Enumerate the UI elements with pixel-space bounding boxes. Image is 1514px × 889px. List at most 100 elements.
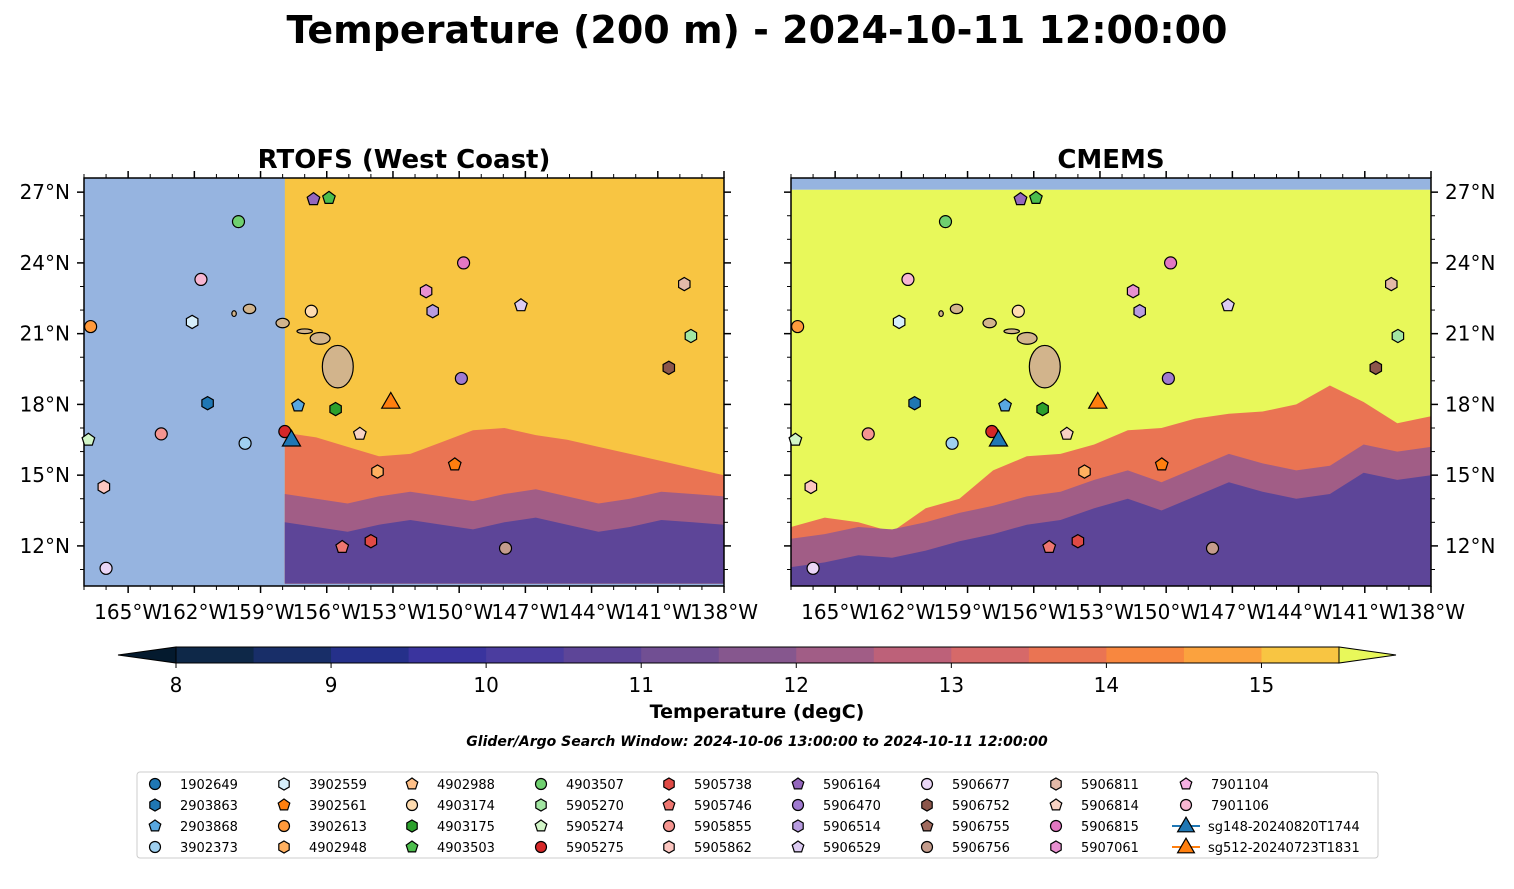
legend-marker-5905275 — [534, 840, 548, 854]
platform-marker-3902373 — [238, 436, 252, 450]
colorbar-tick-label: 12 — [784, 673, 809, 697]
legend-marker-5906164 — [791, 777, 805, 790]
legend-marker-5906470 — [791, 798, 805, 812]
x-tick-label: 153°W — [1066, 600, 1134, 624]
platform-marker-4902948 — [1078, 464, 1091, 479]
legend-marker-4902988 — [405, 777, 419, 790]
island-molokai — [1003, 328, 1021, 335]
x-tick-label: 150°W — [425, 600, 493, 624]
platform-marker-5906514 — [426, 303, 439, 319]
y-tick-label: 27°N — [1445, 180, 1495, 204]
x-tick-label: 144°W — [558, 600, 626, 624]
colorbar-swatch — [873, 647, 952, 663]
legend-marker-5906755 — [920, 819, 934, 832]
platform-marker-5905274 — [788, 432, 803, 446]
x-tick-label: 162°W — [160, 600, 228, 624]
x-tick-label: 147°W — [491, 600, 559, 624]
island-niihau — [938, 310, 944, 318]
legend-label: 5905275 — [566, 841, 624, 856]
legend-label: 5906811 — [1081, 778, 1139, 793]
platform-marker-5906470 — [1161, 371, 1175, 386]
platform-marker-sg512-20240723T1831 — [380, 391, 401, 409]
legend-marker-5905270 — [535, 798, 547, 812]
platform-marker-3902613 — [84, 319, 98, 334]
colorbar-swatch — [486, 647, 565, 663]
legend-label: 5906752 — [952, 799, 1010, 814]
platform-marker-5906811 — [677, 276, 691, 292]
x-tick-label: 162°W — [867, 600, 935, 624]
platform-marker-3902561 — [1154, 457, 1169, 471]
colorbar-tick-label: 14 — [1094, 673, 1119, 697]
island-maui — [1016, 331, 1038, 345]
legend-label: 5905855 — [694, 820, 752, 835]
legend-label: 5907061 — [1081, 841, 1139, 856]
legend-marker-5906815 — [1049, 819, 1063, 833]
colorbar-frame — [175, 646, 1340, 664]
platform-marker-5905270 — [1391, 328, 1405, 344]
y-tick-label: 15°N — [20, 463, 70, 487]
platform-marker-5905738 — [1071, 533, 1085, 549]
island-oahu — [982, 317, 997, 329]
platform-marker-5905855 — [861, 427, 875, 441]
platform-marker-5905855 — [154, 427, 168, 441]
platform-marker-7901106 — [194, 272, 208, 287]
platform-marker-5906164 — [1013, 191, 1028, 206]
colorbar-tick-label: 9 — [325, 673, 338, 697]
platform-marker-5906814 — [352, 426, 367, 440]
legend-label: 5906514 — [823, 820, 881, 835]
cmems-map-panel: CMEMS 165°W162°W159°W156°W153°W150°W147°W… — [784, 145, 1495, 624]
platform-marker-4903174 — [304, 304, 318, 318]
x-tick-label: 159°W — [227, 600, 295, 624]
legend-label: 4903174 — [437, 799, 495, 814]
rtofs-map-panel: RTOFS (West Coast)165°W162°W159°W156°W15… — [20, 145, 759, 624]
platform-marker-5905270 — [684, 328, 698, 344]
legend-marker-5906514 — [792, 819, 804, 833]
platform-marker-5906756 — [498, 541, 513, 555]
legend-marker-7901106 — [1179, 798, 1193, 812]
platform-marker-5906811 — [1384, 276, 1398, 292]
y-tick-label: 12°N — [1445, 534, 1495, 558]
legend-marker-5905862 — [663, 840, 675, 854]
y-tick-label: 15°N — [1445, 463, 1495, 487]
colorbar-swatch — [1028, 647, 1107, 663]
legend-marker-2903868 — [148, 819, 162, 832]
legend-label: 5906677 — [952, 778, 1010, 793]
x-tick-label: 144°W — [1265, 600, 1333, 624]
legend-label: 5905738 — [694, 778, 752, 793]
platform-marker-7901106 — [901, 272, 915, 287]
colorbar-swatch — [718, 647, 797, 663]
island-kauai — [949, 303, 964, 315]
platform-marker-2903863 — [201, 395, 214, 411]
x-tick-label: 141°W — [624, 600, 692, 624]
x-tick-label: 153°W — [359, 600, 427, 624]
figure-title: Temperature (200 m) - 2024-10-11 12:00:0… — [286, 8, 1227, 52]
platform-marker-5905746 — [335, 539, 350, 554]
island-kauai — [242, 303, 257, 315]
platform-marker-4903507 — [231, 215, 246, 229]
platform-marker-5906815 — [456, 256, 471, 270]
legend-marker-4903507 — [534, 777, 548, 791]
legend-marker-5906814 — [1049, 798, 1063, 811]
legend-marker-7901104 — [1179, 777, 1193, 790]
platform-marker-5906756 — [1205, 541, 1220, 555]
temperature-field — [791, 178, 1431, 586]
legend-label: 1902649 — [180, 778, 238, 793]
legend-marker-3902373 — [148, 840, 162, 854]
platform-marker-3902613 — [791, 319, 805, 334]
map-frame — [83, 177, 725, 587]
legend-label: 3902613 — [309, 820, 367, 835]
x-tick-label: 165°W — [94, 600, 162, 624]
legend-label: 3902561 — [309, 799, 367, 814]
map-frame — [790, 177, 1432, 587]
colorbar-swatch — [176, 647, 255, 663]
platform-marker-3902561 — [447, 457, 462, 471]
panel-title: CMEMS — [1057, 145, 1164, 175]
x-tick-label: 138°W — [1397, 600, 1465, 624]
platform-marker-5906752 — [1369, 360, 1383, 376]
legend-label: 4903507 — [566, 778, 624, 793]
legend-marker-5906756 — [920, 840, 934, 854]
legend-marker-4903503 — [405, 840, 419, 853]
legend-marker-5907061 — [1050, 840, 1062, 854]
colorbar-swatch — [951, 647, 1030, 663]
colorbar-swatch — [331, 647, 410, 663]
